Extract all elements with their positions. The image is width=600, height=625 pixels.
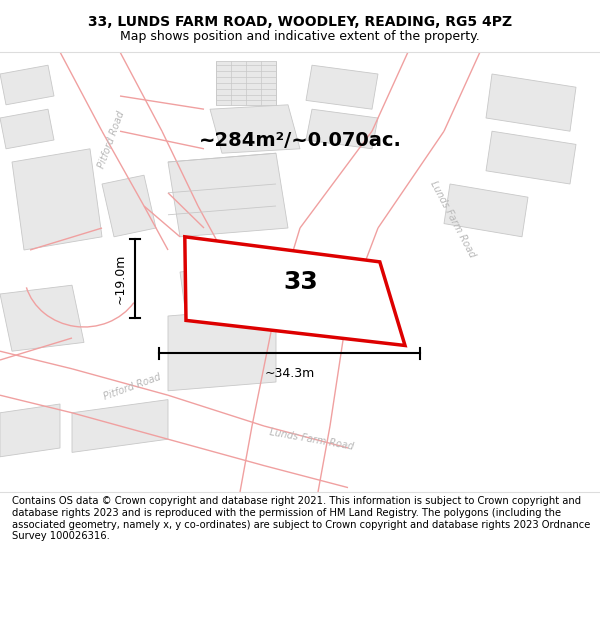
Text: Map shows position and indicative extent of the property.: Map shows position and indicative extent… (120, 29, 480, 42)
Polygon shape (0, 285, 84, 351)
Polygon shape (60, 52, 222, 250)
Polygon shape (168, 308, 276, 391)
Polygon shape (180, 263, 276, 316)
Polygon shape (0, 65, 54, 105)
Text: Lunds Farm Road: Lunds Farm Road (269, 427, 355, 451)
Polygon shape (486, 74, 576, 131)
Polygon shape (102, 175, 156, 237)
Polygon shape (12, 149, 102, 250)
Text: ~34.3m: ~34.3m (265, 367, 314, 380)
Text: Pitford Road: Pitford Road (102, 371, 162, 401)
Polygon shape (486, 131, 576, 184)
Polygon shape (185, 237, 405, 346)
Text: 33: 33 (284, 271, 318, 294)
Polygon shape (72, 399, 168, 452)
Text: Lunds Farm Road: Lunds Farm Road (428, 179, 478, 259)
Text: ~19.0m: ~19.0m (113, 253, 127, 304)
Polygon shape (240, 52, 480, 492)
Polygon shape (306, 109, 378, 149)
Polygon shape (444, 184, 528, 237)
Text: ~284m²/~0.070ac.: ~284m²/~0.070ac. (199, 131, 401, 149)
Polygon shape (0, 404, 60, 457)
Text: Pitford Road: Pitford Road (96, 110, 126, 170)
Polygon shape (306, 65, 378, 109)
Polygon shape (210, 105, 300, 153)
Polygon shape (0, 109, 54, 149)
Polygon shape (216, 61, 276, 105)
Text: Contains OS data © Crown copyright and database right 2021. This information is : Contains OS data © Crown copyright and d… (12, 496, 590, 541)
Polygon shape (0, 351, 348, 488)
Polygon shape (168, 153, 288, 237)
Text: 33, LUNDS FARM ROAD, WOODLEY, READING, RG5 4PZ: 33, LUNDS FARM ROAD, WOODLEY, READING, R… (88, 14, 512, 29)
